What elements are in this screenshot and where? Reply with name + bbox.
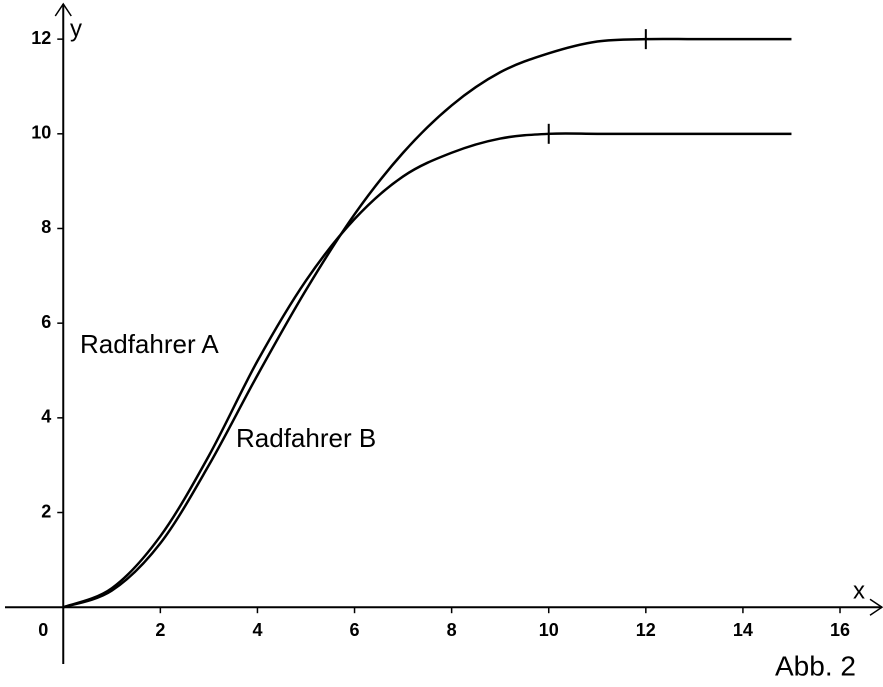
- x-axis-arrow: [869, 598, 883, 616]
- x-tick-label: 16: [830, 620, 850, 640]
- y-tick-label: 2: [41, 501, 51, 521]
- series-line: [62, 37, 792, 609]
- y-axis-arrow: [54, 2, 72, 17]
- y-tick-label: 4: [41, 407, 51, 427]
- series-label: Radfahrer B: [236, 423, 376, 453]
- x-tick-label: 4: [252, 620, 262, 640]
- y-tick-label: 12: [31, 28, 51, 48]
- x-tick-label: 14: [733, 620, 753, 640]
- series-label: Radfahrer A: [80, 329, 219, 359]
- y-tick-label: 6: [41, 312, 51, 332]
- series-line: [62, 132, 792, 609]
- y-axis-label: y: [70, 15, 82, 42]
- x-tick-label: 0: [38, 620, 48, 640]
- annotation: Abb. 2: [775, 650, 856, 681]
- x-tick-label: 8: [447, 620, 457, 640]
- y-tick-label: 10: [31, 123, 51, 143]
- x-tick-label: 12: [636, 620, 656, 640]
- x-tick-label: 10: [539, 620, 559, 640]
- x-tick-label: 6: [350, 620, 360, 640]
- x-tick-label: 2: [155, 620, 165, 640]
- y-tick-label: 8: [41, 217, 51, 237]
- x-axis-label: x: [853, 577, 865, 604]
